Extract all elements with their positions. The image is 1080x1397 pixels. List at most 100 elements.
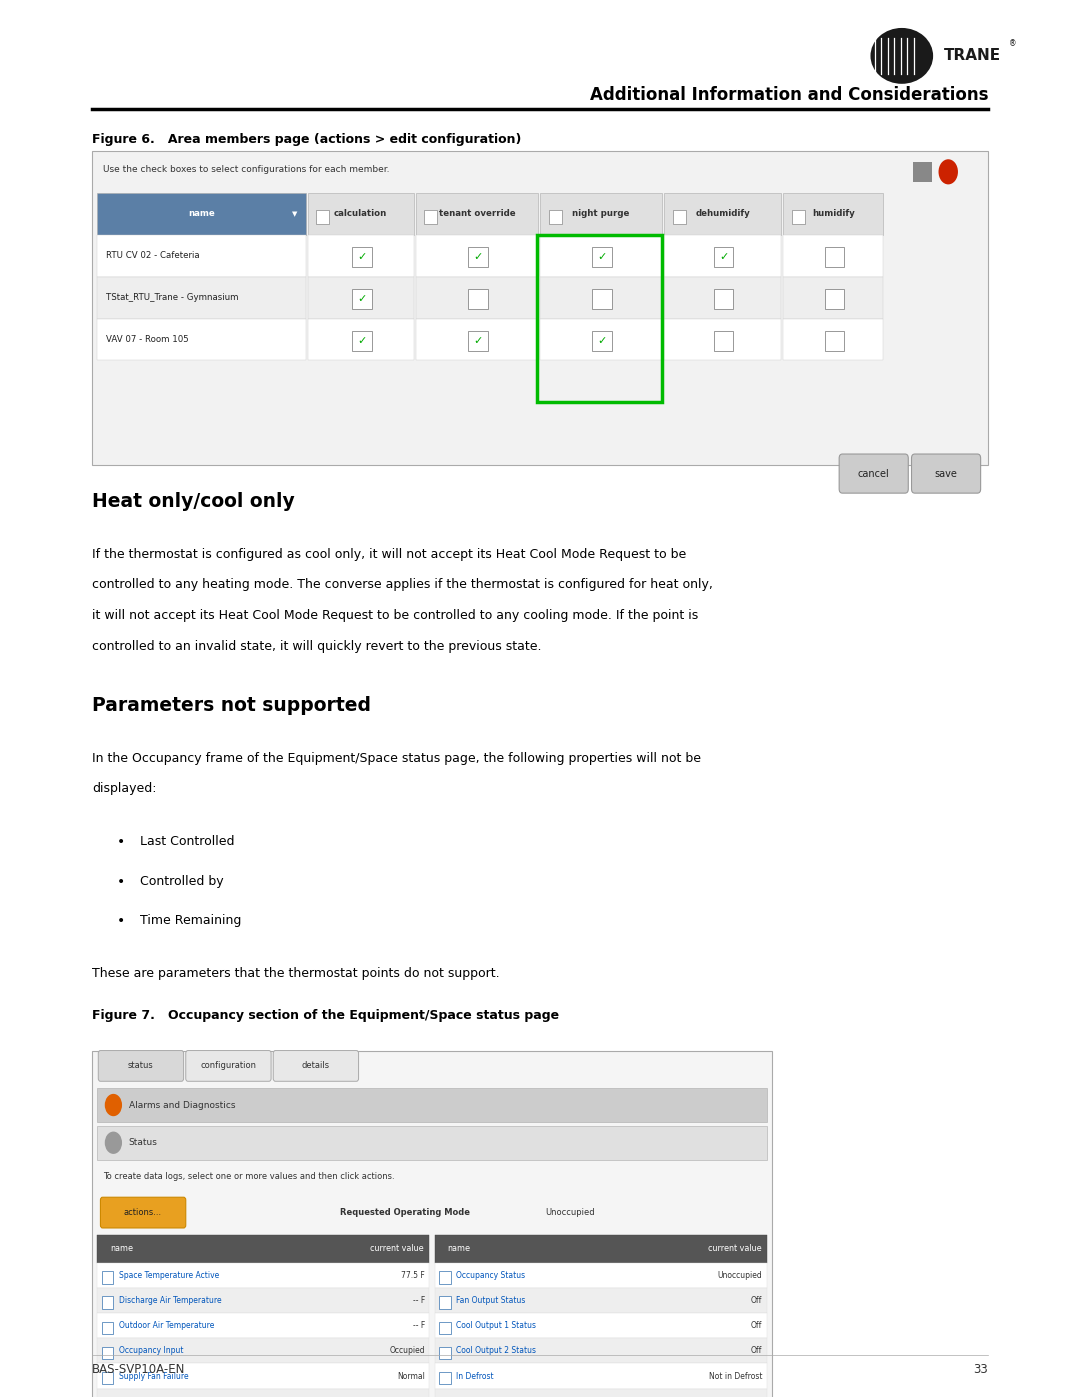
Text: Supply Fan Failure: Supply Fan Failure: [119, 1372, 188, 1380]
Text: ✓: ✓: [719, 251, 728, 263]
Bar: [537, 235, 662, 402]
Bar: [435, 1313, 767, 1338]
Bar: [435, 1363, 767, 1389]
Text: If the thermostat is configured as cool only, it will not accept its Heat Cool M: If the thermostat is configured as cool …: [92, 548, 686, 560]
Bar: [435, 1389, 767, 1397]
Text: dehumidify: dehumidify: [696, 210, 750, 218]
Text: Last Controlled: Last Controlled: [140, 835, 235, 848]
Bar: [592, 331, 612, 351]
Bar: [664, 235, 781, 277]
Bar: [438, 1322, 451, 1334]
Bar: [308, 235, 414, 277]
Text: Discharge Air Temperature: Discharge Air Temperature: [119, 1296, 221, 1305]
Bar: [792, 210, 805, 224]
Bar: [352, 331, 372, 351]
Text: Unoccupied: Unoccupied: [718, 1271, 762, 1280]
Circle shape: [939, 159, 958, 184]
FancyBboxPatch shape: [186, 1051, 271, 1081]
Bar: [435, 1263, 767, 1288]
Bar: [540, 277, 662, 319]
Bar: [783, 235, 883, 277]
Bar: [435, 1235, 767, 1263]
Text: it will not accept its Heat Cool Mode Request to be controlled to any cooling mo: it will not accept its Heat Cool Mode Re…: [92, 609, 698, 622]
Text: Time Remaining: Time Remaining: [140, 914, 242, 926]
Bar: [913, 162, 932, 182]
Text: name: name: [110, 1245, 133, 1253]
FancyBboxPatch shape: [100, 1197, 186, 1228]
Text: ®: ®: [1009, 39, 1016, 47]
Bar: [92, 1051, 772, 1397]
Text: RTU CV 02 - Cafeteria: RTU CV 02 - Cafeteria: [106, 251, 200, 260]
Bar: [438, 1271, 451, 1284]
Text: Cool Output 1 Status: Cool Output 1 Status: [457, 1322, 537, 1330]
Text: TStat_RTU_Trane - Gymnasium: TStat_RTU_Trane - Gymnasium: [106, 293, 239, 302]
Text: 77.5 F: 77.5 F: [402, 1271, 426, 1280]
Bar: [438, 1347, 451, 1359]
Bar: [416, 193, 538, 235]
Bar: [825, 247, 845, 267]
Text: humidify: humidify: [812, 210, 854, 218]
Bar: [97, 277, 306, 319]
Text: Occupied: Occupied: [390, 1347, 426, 1355]
Bar: [308, 193, 414, 235]
Bar: [673, 210, 686, 224]
Text: These are parameters that the thermostat points do not support.: These are parameters that the thermostat…: [92, 967, 499, 979]
Bar: [664, 193, 781, 235]
Text: •: •: [117, 875, 125, 888]
Bar: [97, 1263, 430, 1288]
FancyBboxPatch shape: [912, 454, 981, 493]
FancyBboxPatch shape: [839, 454, 908, 493]
Text: ✓: ✓: [473, 335, 483, 346]
Bar: [308, 319, 414, 360]
Text: current value: current value: [370, 1245, 424, 1253]
Bar: [102, 1347, 113, 1359]
Bar: [92, 151, 988, 465]
Bar: [102, 1296, 113, 1309]
Text: Cool Output 2 Status: Cool Output 2 Status: [457, 1347, 537, 1355]
Text: Outdoor Air Temperature: Outdoor Air Temperature: [119, 1322, 214, 1330]
Bar: [825, 331, 845, 351]
Text: ▼: ▼: [292, 211, 297, 217]
FancyBboxPatch shape: [273, 1051, 359, 1081]
Bar: [316, 210, 329, 224]
Bar: [664, 277, 781, 319]
Text: Not in Defrost: Not in Defrost: [708, 1372, 762, 1380]
Text: Additional Information and Considerations: Additional Information and Consideration…: [590, 87, 988, 103]
Bar: [97, 1288, 430, 1313]
Text: name: name: [448, 1245, 471, 1253]
Bar: [540, 193, 662, 235]
Text: In Defrost: In Defrost: [457, 1372, 494, 1380]
Bar: [435, 1288, 767, 1313]
Bar: [352, 289, 372, 309]
Bar: [549, 210, 562, 224]
Text: ✓: ✓: [357, 251, 366, 263]
Bar: [664, 319, 781, 360]
Bar: [714, 247, 733, 267]
Text: name: name: [188, 210, 215, 218]
Text: Heat only/cool only: Heat only/cool only: [92, 492, 295, 511]
Bar: [438, 1372, 451, 1384]
Text: To create data logs, select one or more values and then click actions.: To create data logs, select one or more …: [103, 1172, 394, 1180]
Bar: [469, 331, 488, 351]
Text: VAV 07 - Room 105: VAV 07 - Room 105: [106, 335, 189, 344]
Bar: [416, 277, 538, 319]
Text: Off: Off: [751, 1296, 762, 1305]
Text: •: •: [117, 914, 125, 928]
Bar: [97, 235, 306, 277]
Text: TRANE: TRANE: [944, 49, 1001, 63]
Bar: [783, 319, 883, 360]
Text: Space Temperature Active: Space Temperature Active: [119, 1271, 219, 1280]
Text: cancel: cancel: [858, 468, 890, 479]
Bar: [97, 1088, 767, 1122]
Bar: [97, 319, 306, 360]
Bar: [424, 210, 437, 224]
Text: Normal: Normal: [397, 1372, 426, 1380]
Bar: [97, 1363, 430, 1389]
Text: Figure 7.   Occupancy section of the Equipment/Space status page: Figure 7. Occupancy section of the Equip…: [92, 1009, 559, 1021]
Bar: [102, 1322, 113, 1334]
Text: Status: Status: [129, 1139, 158, 1147]
Circle shape: [105, 1132, 122, 1154]
Bar: [97, 1338, 430, 1363]
Text: controlled to an invalid state, it will quickly revert to the previous state.: controlled to an invalid state, it will …: [92, 640, 541, 652]
Text: Parameters not supported: Parameters not supported: [92, 696, 370, 715]
